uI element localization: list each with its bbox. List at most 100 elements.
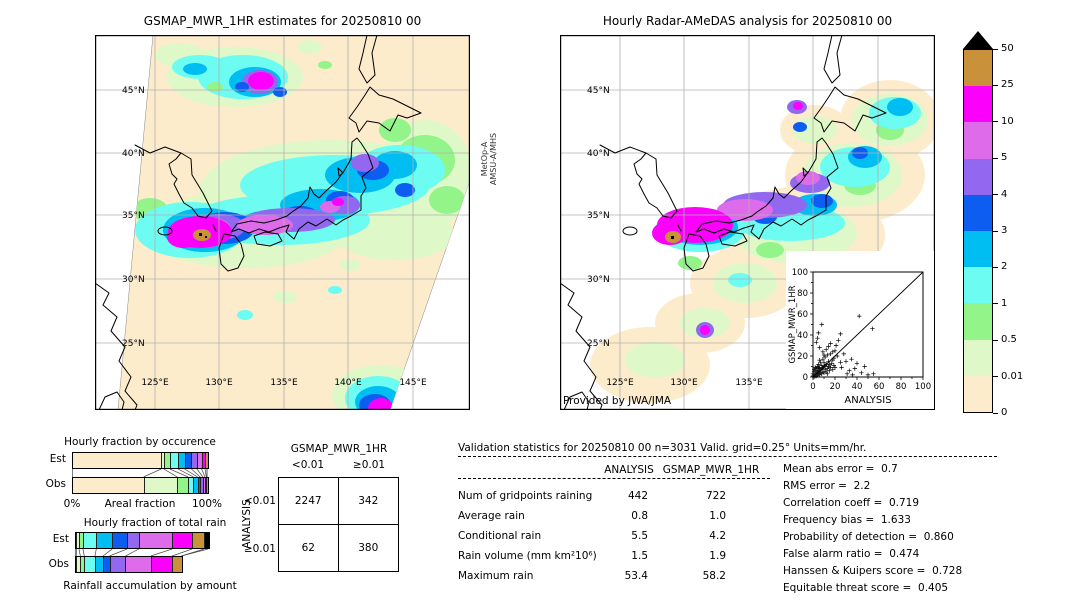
bar-segment-0.5-1 bbox=[178, 478, 190, 493]
obs-label: Obs bbox=[48, 558, 69, 570]
svg-text:125°E: 125°E bbox=[141, 378, 169, 388]
validation-row: Average rain 0.8 1.0 bbox=[458, 506, 770, 526]
svg-text:40: 40 bbox=[797, 331, 808, 341]
occurrence-x-caption: Areal fraction bbox=[104, 498, 176, 510]
sensor-line2: AMSU-A/MHS bbox=[489, 132, 498, 186]
colorbar-segment bbox=[964, 267, 992, 304]
svg-text:30°N: 30°N bbox=[587, 275, 610, 285]
scatter-inset: 00 20 20 40 40 60 60 80 80 100 100 ANALYSIS GSMAP_MW… bbox=[786, 251, 934, 409]
bar-segment-4-5 bbox=[110, 557, 127, 572]
colorbar-tick-label: 0 bbox=[1001, 407, 1008, 418]
contingency-col2: ≥0.01 bbox=[352, 459, 386, 471]
contingency-col1: <0.01 bbox=[291, 459, 325, 471]
validation-analysis-value: 1.5 bbox=[631, 550, 648, 562]
bar-segment-3-4 bbox=[103, 557, 111, 572]
colorbar-tick-label: 10 bbox=[1001, 115, 1014, 127]
occurrence-x-right: 100% bbox=[191, 498, 223, 510]
validation-rows: Num of gridpoints raining 442 722 Average r… bbox=[458, 486, 770, 586]
validation-row: Rain volume (mm km²10⁶) 1.5 1.9 bbox=[458, 546, 770, 566]
occurrence-connectors bbox=[72, 469, 208, 477]
bar-segment-5-10 bbox=[126, 557, 152, 572]
svg-text:145°E: 145°E bbox=[399, 378, 427, 388]
contingency-row1: <0.01 bbox=[243, 495, 276, 507]
bar-segment-4-5 bbox=[201, 478, 204, 493]
svg-text:ANALYSIS: ANALYSIS bbox=[844, 395, 891, 406]
validation-col-analysis: ANALYSIS bbox=[604, 464, 654, 476]
bar-segment-<0.01 bbox=[76, 533, 78, 548]
gsmap-precipitation-map: 125°E 130°E 135°E 140°E 145°E 45°N 40°N 35°N 30°… bbox=[95, 35, 470, 410]
svg-text:30°N: 30°N bbox=[122, 275, 145, 285]
bar-segment-2-3 bbox=[178, 453, 186, 468]
bar-segment-10-25 bbox=[151, 557, 174, 572]
bar-segment-0.01-0.5 bbox=[77, 557, 82, 572]
validation-analysis-value: 53.4 bbox=[624, 570, 648, 582]
validation-gsmap-value: 58.2 bbox=[702, 570, 726, 582]
colorbar-tick-label: 5 bbox=[1001, 152, 1008, 164]
colorbar-tick-label: 4 bbox=[1001, 188, 1008, 200]
svg-text:20: 20 bbox=[797, 352, 808, 362]
bar-segment-5-10 bbox=[139, 533, 174, 548]
bar-segment-2-3 bbox=[194, 478, 199, 493]
bar-segment-4-5 bbox=[192, 453, 198, 468]
validation-gsmap-value: 722 bbox=[705, 490, 726, 502]
bar-segment-5-10 bbox=[197, 453, 203, 468]
svg-text:100: 100 bbox=[915, 382, 931, 392]
bar-segment-0.5-1 bbox=[164, 453, 171, 468]
bar-segment-<0.01 bbox=[73, 453, 163, 468]
svg-text:135°E: 135°E bbox=[270, 378, 298, 388]
contingency-title: GSMAP_MWR_1HR bbox=[290, 443, 388, 455]
colorbar-segment bbox=[964, 158, 992, 195]
svg-text:60: 60 bbox=[797, 310, 808, 320]
svg-text:35°N: 35°N bbox=[587, 211, 610, 221]
bar-segment-25-50 bbox=[205, 453, 208, 468]
totalrain-est-bar bbox=[75, 532, 210, 549]
obs-label: Obs bbox=[45, 478, 66, 490]
bar-segment-4-5 bbox=[127, 533, 140, 548]
bar-segment-25-50 bbox=[173, 557, 183, 572]
colorbar-tick bbox=[993, 48, 998, 50]
colorbar-tick-label: 1 bbox=[1001, 297, 1008, 309]
colorbar-segment bbox=[964, 339, 992, 376]
svg-text:40°N: 40°N bbox=[122, 149, 145, 159]
colorbar-tick-label: 2 bbox=[1001, 261, 1008, 273]
contingency-cell-false-alarm: 342 bbox=[338, 478, 398, 525]
score-line: RMS error = 2.2 bbox=[783, 480, 871, 492]
svg-text:100: 100 bbox=[792, 268, 808, 278]
validation-row-label: Average rain bbox=[458, 510, 525, 522]
colorbar-segment bbox=[964, 50, 992, 87]
bar-segment-<0.01 bbox=[76, 557, 78, 572]
score-line: Probability of detection = 0.860 bbox=[783, 531, 954, 543]
left-map-title: GSMAP_MWR_1HR estimates for 20250810 00 bbox=[143, 14, 422, 28]
contingency-row2: ≥0.01 bbox=[243, 543, 276, 555]
bar-segment-2-3 bbox=[95, 557, 104, 572]
score-line: False alarm ratio = 0.474 bbox=[783, 548, 920, 560]
totalrain-chart-title: Hourly fraction of total rain bbox=[83, 517, 227, 529]
bar-segment-0.5-1 bbox=[79, 533, 84, 548]
contingency-cell-hit: 380 bbox=[358, 541, 379, 554]
bar-segment-0.01-0.5 bbox=[162, 453, 165, 468]
bar-segment-10-25 bbox=[173, 533, 193, 548]
colorbar bbox=[963, 49, 993, 413]
bar-segment-2-3 bbox=[97, 533, 114, 548]
credit-text: Provided by JWA/JMA bbox=[563, 395, 672, 407]
svg-text:20: 20 bbox=[830, 382, 841, 392]
divider bbox=[458, 456, 997, 457]
svg-text:80: 80 bbox=[797, 289, 808, 299]
colorbar-tick bbox=[993, 339, 998, 341]
bar-segment->50 bbox=[204, 533, 209, 548]
radar-amedas-map: 125°E 130°E 135°E 45°N 40°N 35°N 30°N 25°N bbox=[560, 35, 935, 410]
colorbar-segment bbox=[964, 122, 992, 159]
validation-analysis-value: 5.5 bbox=[631, 530, 648, 542]
colorbar-segment bbox=[964, 231, 992, 268]
bar-segment-1-2 bbox=[170, 453, 179, 468]
svg-text:25°N: 25°N bbox=[122, 339, 145, 349]
svg-text:135°E: 135°E bbox=[735, 378, 763, 388]
validation-row-label: Rain volume (mm km²10⁶) bbox=[458, 550, 597, 562]
score-line: Frequency bias = 1.633 bbox=[783, 514, 911, 526]
colorbar-tick-label: 3 bbox=[1001, 225, 1008, 236]
svg-text:45°N: 45°N bbox=[587, 86, 610, 96]
validation-col-gsmap: GSMAP_MWR_1HR bbox=[662, 464, 760, 476]
score-list: Mean abs error = 0.7 RMS error = 2.2 Corre… bbox=[783, 461, 962, 597]
colorbar-tick bbox=[993, 84, 998, 86]
